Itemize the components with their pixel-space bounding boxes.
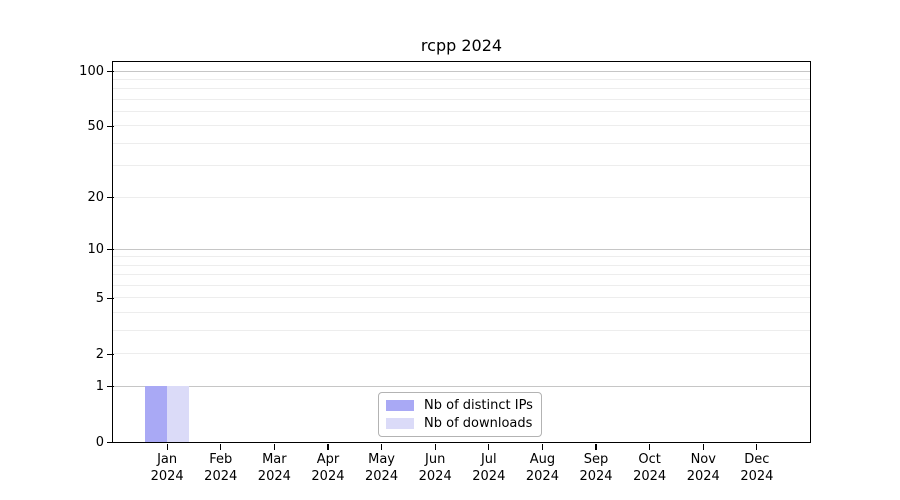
legend-swatch-downloads bbox=[386, 418, 414, 429]
minor-gridline bbox=[113, 353, 810, 355]
x-tick-mark bbox=[273, 443, 275, 450]
chart-title: rcpp 2024 bbox=[420, 36, 503, 55]
x-tick-label-jul: Jul 2024 bbox=[454, 451, 524, 485]
x-tick-year: 2024 bbox=[686, 468, 720, 484]
minor-gridline bbox=[113, 274, 810, 276]
major-gridline bbox=[113, 385, 810, 387]
y-tick-mark bbox=[107, 386, 114, 388]
x-tick-year: 2024 bbox=[525, 468, 559, 484]
y-tick-mark bbox=[107, 125, 114, 128]
x-tick-year: 2024 bbox=[204, 468, 238, 484]
minor-gridline bbox=[113, 196, 810, 198]
x-tick-month: Apr bbox=[316, 451, 340, 467]
minor-gridline bbox=[113, 88, 810, 90]
minor-gridline bbox=[113, 297, 810, 299]
minor-gridline bbox=[113, 165, 810, 167]
x-tick-month: Jun bbox=[425, 451, 446, 467]
major-gridline bbox=[113, 248, 810, 250]
x-tick-month: Oct bbox=[638, 451, 661, 467]
x-tick-year: 2024 bbox=[579, 468, 613, 484]
y-tick-mark bbox=[107, 249, 114, 251]
x-tick-year: 2024 bbox=[418, 468, 452, 484]
legend-item-downloads: Nb of downloads bbox=[386, 416, 534, 431]
x-tick-mark bbox=[541, 443, 543, 450]
legend-label-distinct-ips: Nb of distinct IPs bbox=[424, 398, 533, 413]
x-tick-mark bbox=[327, 443, 329, 450]
x-tick-month: Sep bbox=[583, 451, 609, 467]
y-tick-label: 1 bbox=[95, 379, 104, 395]
x-tick-month: Nov bbox=[690, 451, 716, 467]
x-tick-mark bbox=[220, 443, 222, 450]
x-tick-month: Aug bbox=[529, 451, 556, 467]
x-tick-label-oct: Oct 2024 bbox=[615, 451, 685, 485]
legend: Nb of distinct IPs Nb of downloads bbox=[378, 392, 542, 437]
x-tick-year: 2024 bbox=[311, 468, 345, 484]
x-tick-mark bbox=[595, 443, 597, 450]
y-tick-mark bbox=[107, 70, 114, 73]
y-tick-label: 50 bbox=[87, 118, 104, 134]
x-tick-label-sep: Sep 2024 bbox=[561, 451, 631, 485]
x-tick-mark bbox=[756, 443, 758, 450]
x-tick-label-jan: Jan 2024 bbox=[132, 451, 202, 485]
plot-area bbox=[112, 61, 811, 443]
minor-gridline bbox=[113, 111, 810, 113]
x-tick-year: 2024 bbox=[150, 468, 184, 484]
minor-gridline bbox=[113, 285, 810, 287]
x-tick-label-may: May 2024 bbox=[347, 451, 417, 485]
y-tick-mark bbox=[107, 197, 114, 199]
x-tick-label-aug: Aug 2024 bbox=[507, 451, 577, 485]
x-tick-month: Jan bbox=[157, 451, 178, 467]
y-tick-label: 0 bbox=[95, 435, 104, 450]
y-tick-label: 5 bbox=[95, 290, 104, 306]
minor-gridline bbox=[113, 78, 810, 80]
x-tick-month: Mar bbox=[262, 451, 287, 467]
minor-gridline bbox=[113, 125, 810, 127]
x-tick-mark bbox=[488, 443, 490, 450]
x-tick-label-nov: Nov 2024 bbox=[668, 451, 738, 485]
legend-swatch-distinct-ips bbox=[386, 400, 414, 411]
x-tick-label-mar: Mar 2024 bbox=[239, 451, 309, 485]
x-tick-month: Feb bbox=[209, 451, 233, 467]
minor-gridline bbox=[113, 142, 810, 144]
x-tick-mark bbox=[434, 443, 436, 450]
major-gridline bbox=[113, 70, 810, 72]
x-tick-label-apr: Apr 2024 bbox=[293, 451, 363, 485]
x-tick-label-dec: Dec 2024 bbox=[722, 451, 792, 485]
bar-jan-series0 bbox=[144, 386, 167, 442]
x-tick-label-feb: Feb 2024 bbox=[186, 451, 256, 485]
y-tick-label: 20 bbox=[87, 190, 104, 206]
x-tick-year: 2024 bbox=[740, 468, 774, 484]
minor-gridline bbox=[113, 312, 810, 314]
legend-label-downloads: Nb of downloads bbox=[424, 416, 533, 431]
y-tick-mark bbox=[107, 353, 114, 355]
y-tick-label: 100 bbox=[79, 64, 104, 80]
legend-item-distinct-ips: Nb of distinct IPs bbox=[386, 398, 534, 413]
y-tick-mark bbox=[107, 297, 114, 300]
x-tick-year: 2024 bbox=[633, 468, 667, 484]
x-tick-mark bbox=[166, 443, 168, 450]
minor-gridline bbox=[113, 98, 810, 100]
x-tick-year: 2024 bbox=[365, 468, 399, 484]
x-tick-mark bbox=[702, 443, 704, 450]
minor-gridline bbox=[113, 330, 810, 332]
x-tick-year: 2024 bbox=[472, 468, 506, 484]
x-tick-label-jun: Jun 2024 bbox=[400, 451, 470, 485]
x-tick-month: Jul bbox=[480, 451, 497, 467]
y-tick-label: 10 bbox=[87, 242, 104, 258]
minor-gridline bbox=[113, 264, 810, 266]
bar-jan-series1 bbox=[166, 386, 189, 442]
y-tick-mark bbox=[107, 441, 114, 444]
y-tick-label: 2 bbox=[95, 346, 104, 362]
x-tick-month: Dec bbox=[744, 451, 770, 467]
minor-gridline bbox=[113, 256, 810, 258]
x-tick-mark bbox=[380, 443, 383, 450]
x-tick-mark bbox=[649, 443, 651, 450]
x-tick-month: May bbox=[368, 451, 395, 467]
x-tick-year: 2024 bbox=[257, 468, 291, 484]
